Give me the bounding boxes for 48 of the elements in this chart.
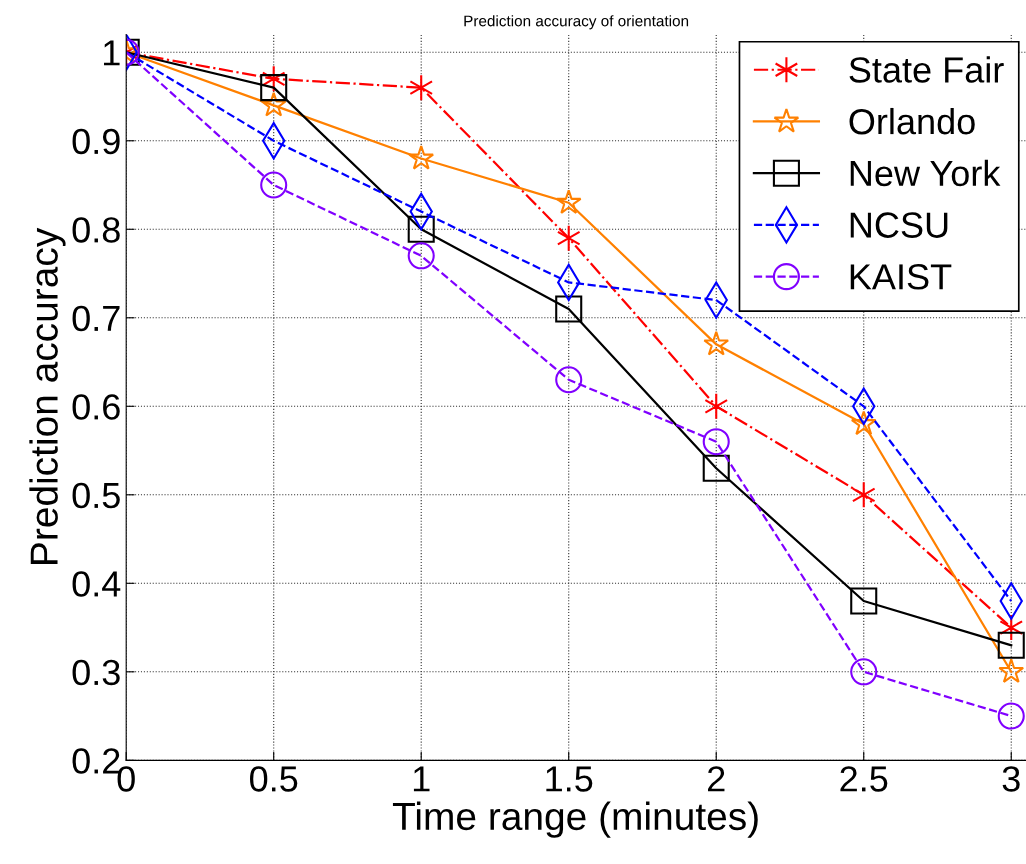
point: [850, 658, 878, 686]
point: [998, 658, 1025, 683]
y-tick-label: 0.7: [72, 305, 120, 332]
point: [851, 481, 876, 509]
point: [999, 614, 1024, 642]
point: [997, 631, 1025, 659]
x-tick-label: 3: [1002, 766, 1020, 792]
x-tick-label: 2: [708, 766, 725, 792]
legend-label: KAIST: [850, 264, 952, 290]
x-tick-label: 0.5: [250, 766, 298, 792]
point: [555, 366, 583, 394]
point: [260, 91, 287, 117]
y-tick-label: 0.6: [72, 394, 120, 420]
legend-label: Orlando: [849, 107, 975, 135]
point: [260, 74, 288, 102]
point: [261, 65, 286, 93]
point: [556, 224, 581, 252]
point: [409, 74, 434, 102]
y-axis-title: Prediction accuracy: [29, 227, 66, 564]
x-tick-label: 1.5: [546, 766, 593, 792]
point: [703, 330, 730, 356]
point: [408, 144, 435, 170]
point: [407, 215, 435, 243]
x-axis-title: Time range (minutes): [392, 801, 758, 838]
legend-label: NCSU: [850, 212, 948, 238]
legend-label: New York: [850, 159, 1001, 187]
point: [555, 189, 582, 214]
legend-label: State Fair: [849, 56, 1004, 83]
point: [555, 295, 583, 323]
point: [850, 410, 877, 436]
point: [260, 171, 288, 199]
x-tick-label: 1: [413, 766, 430, 792]
y-tick-label: 1: [104, 40, 120, 66]
y-tick-label: 0.3: [72, 659, 120, 686]
y-tick-label: 0.5: [72, 482, 120, 509]
point: [850, 587, 878, 615]
point: [702, 454, 730, 482]
point: [407, 242, 435, 270]
x-tick-label: 2.5: [840, 766, 888, 792]
y-tick-label: 0.2: [72, 748, 120, 774]
point: [704, 392, 729, 420]
y-tick-label: 0.9: [72, 128, 120, 155]
y-tick-label: 0.8: [72, 217, 120, 243]
y-tick-label: 0.4: [72, 571, 121, 597]
x-tick-label: 0: [117, 766, 135, 792]
point: [997, 702, 1025, 730]
chart-title: Prediction accuracy of orientation: [464, 15, 689, 30]
point: [702, 428, 730, 456]
